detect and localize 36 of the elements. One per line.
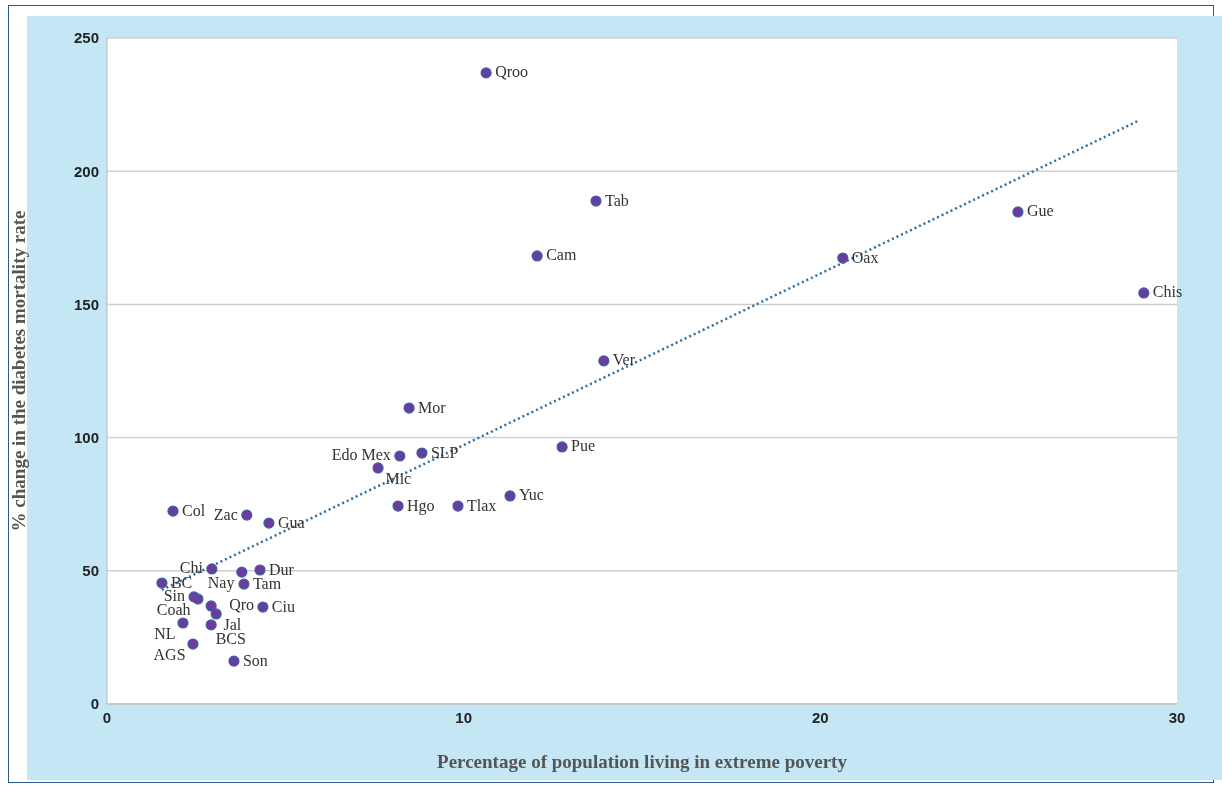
- y-tick-label: 250: [73, 29, 99, 47]
- x-axis-title: Percentage of population living in extreme poverty: [437, 751, 848, 772]
- data-label: Yuc: [519, 486, 544, 504]
- data-label: Cam: [546, 246, 577, 264]
- data-label: Oax: [851, 248, 879, 266]
- y-axis-title: % change in the diabetes mortality rate: [7, 210, 29, 532]
- data-label: Tlax: [466, 496, 497, 514]
- data-label: Tab: [604, 191, 629, 209]
- y-tick-label: 50: [82, 562, 99, 580]
- data-label: Qroo: [495, 63, 529, 81]
- x-tick-label: 30: [1168, 708, 1186, 726]
- data-label: NL: [154, 625, 176, 643]
- y-tick-label: 200: [73, 162, 99, 180]
- data-label: AGS: [153, 646, 186, 664]
- data-label: Chis: [1152, 283, 1183, 301]
- data-label: Ver: [612, 351, 636, 369]
- data-label: Coah: [156, 601, 191, 619]
- data-label: Gue: [1026, 202, 1054, 220]
- data-label: Mic: [385, 470, 412, 488]
- y-tick-label: 150: [73, 295, 99, 313]
- data-label: Gua: [277, 513, 305, 531]
- data-label: Edo Mex: [331, 446, 391, 464]
- x-tick-label: 10: [455, 708, 473, 726]
- data-label: Qro: [229, 596, 255, 614]
- data-label: Nay: [207, 574, 235, 593]
- y-tick-label: 0: [90, 695, 99, 713]
- data-label: Col: [181, 501, 206, 519]
- x-tick-label: 20: [811, 708, 829, 726]
- y-tick-label: 100: [73, 428, 99, 446]
- data-label: Ciu: [271, 597, 295, 615]
- data-label: Pue: [571, 437, 596, 455]
- data-label: Zac: [213, 505, 238, 523]
- data-label: Son: [242, 651, 268, 669]
- data-label: Mor: [418, 398, 447, 416]
- x-tick-label: 0: [102, 708, 112, 726]
- data-label: Hgo: [407, 496, 435, 515]
